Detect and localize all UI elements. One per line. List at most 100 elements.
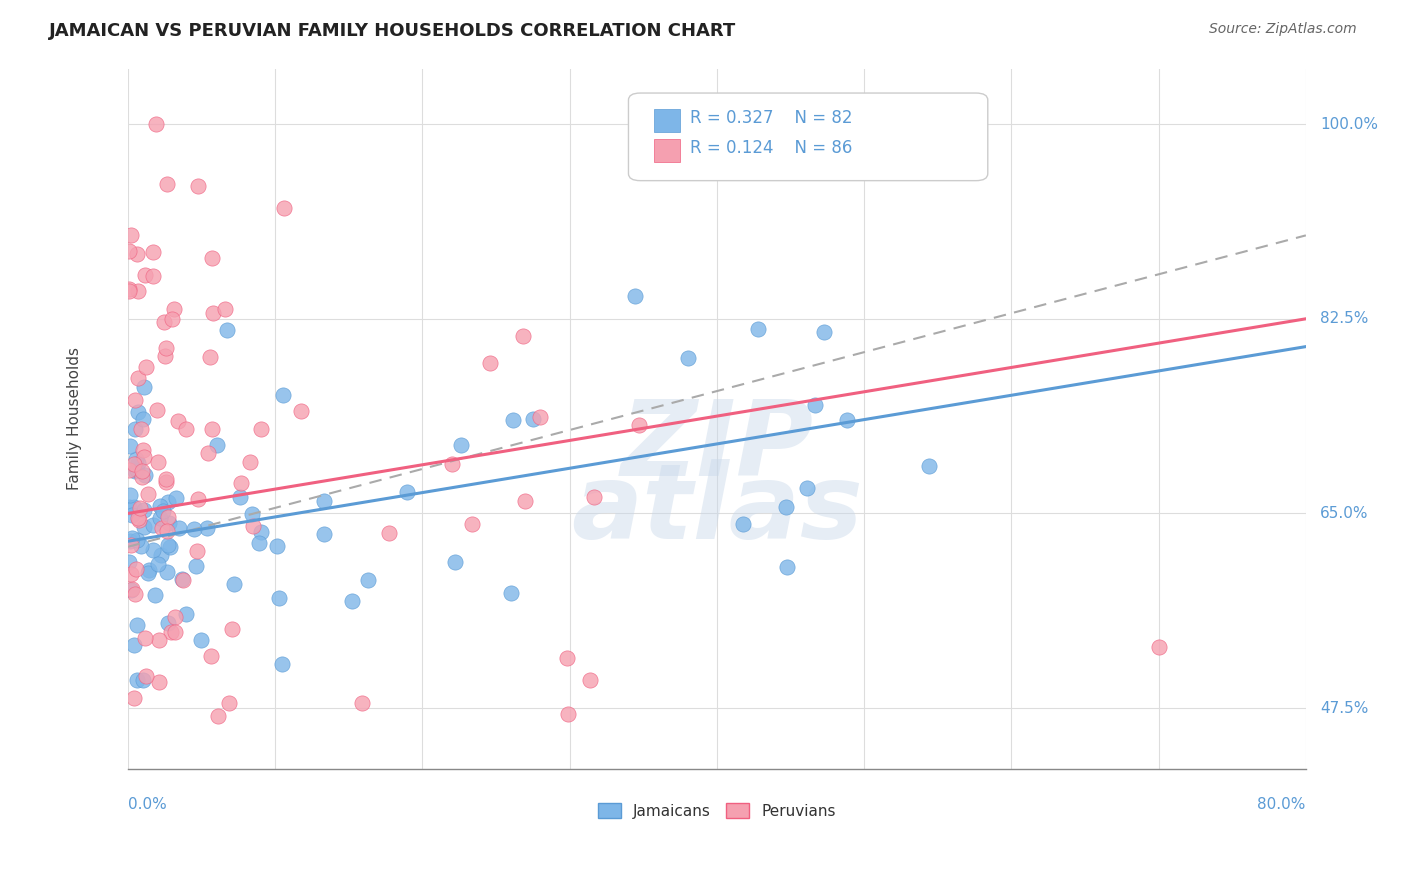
- Point: [271, 388, 294, 402]
- Point: [156, 510, 179, 524]
- Point: [676, 351, 699, 365]
- Point: [149, 510, 172, 524]
- Point: [128, 513, 150, 527]
- Point: [583, 491, 606, 505]
- Point: [132, 450, 155, 464]
- Point: [127, 246, 149, 260]
- Point: [146, 455, 169, 469]
- Point: [186, 543, 208, 558]
- Point: [195, 521, 218, 535]
- Point: [125, 463, 148, 477]
- Point: [479, 356, 502, 370]
- Point: [239, 455, 262, 469]
- Point: [122, 457, 145, 471]
- Point: [522, 412, 544, 426]
- Point: [623, 289, 645, 303]
- Point: [395, 485, 418, 500]
- Point: [450, 438, 472, 452]
- Point: [197, 445, 219, 459]
- Point: [129, 540, 152, 554]
- FancyBboxPatch shape: [654, 109, 681, 132]
- Point: [132, 673, 155, 688]
- Point: [579, 673, 602, 688]
- Point: [131, 464, 153, 478]
- Point: [132, 411, 155, 425]
- Point: [153, 315, 176, 329]
- Text: 100.0%: 100.0%: [1320, 117, 1378, 132]
- Point: [271, 657, 294, 672]
- Point: [118, 555, 141, 569]
- Point: [221, 622, 243, 636]
- Point: [138, 563, 160, 577]
- Point: [142, 543, 165, 558]
- Point: [184, 558, 207, 573]
- Point: [155, 472, 177, 486]
- Point: [165, 491, 187, 505]
- Point: [201, 422, 224, 436]
- Point: [150, 521, 173, 535]
- Point: [132, 520, 155, 534]
- Point: [796, 481, 818, 495]
- Point: [160, 624, 183, 639]
- Point: [132, 503, 155, 517]
- Point: [160, 312, 183, 326]
- Point: [134, 467, 156, 482]
- Point: [122, 638, 145, 652]
- Point: [156, 178, 179, 192]
- Point: [155, 475, 177, 489]
- Text: 0.0%: 0.0%: [128, 797, 166, 813]
- Point: [513, 494, 536, 508]
- Point: [134, 379, 156, 393]
- Point: [129, 501, 152, 516]
- Point: [200, 649, 222, 664]
- Point: [174, 607, 197, 621]
- Text: 47.5%: 47.5%: [1320, 700, 1368, 715]
- Point: [512, 329, 534, 343]
- Point: [124, 422, 146, 436]
- FancyBboxPatch shape: [628, 93, 988, 181]
- Point: [163, 625, 186, 640]
- Point: [207, 709, 229, 723]
- Point: [131, 470, 153, 484]
- Point: [149, 548, 172, 562]
- Point: [124, 393, 146, 408]
- Point: [183, 522, 205, 536]
- Point: [218, 696, 240, 710]
- Point: [628, 418, 651, 433]
- FancyBboxPatch shape: [654, 139, 681, 161]
- Point: [747, 322, 769, 336]
- Point: [156, 565, 179, 579]
- Point: [340, 594, 363, 608]
- Point: [352, 696, 374, 710]
- Point: [733, 516, 755, 531]
- Point: [501, 585, 523, 599]
- Text: R = 0.124    N = 86: R = 0.124 N = 86: [690, 139, 852, 157]
- Point: [118, 488, 141, 502]
- Point: [118, 284, 141, 298]
- Point: [440, 457, 463, 471]
- Text: R = 0.327    N = 82: R = 0.327 N = 82: [690, 110, 852, 128]
- Point: [120, 228, 142, 243]
- Point: [776, 559, 799, 574]
- Point: [125, 452, 148, 467]
- Text: JAMAICAN VS PERUVIAN FAMILY HOUSEHOLDS CORRELATION CHART: JAMAICAN VS PERUVIAN FAMILY HOUSEHOLDS C…: [49, 22, 737, 40]
- Point: [149, 499, 172, 513]
- Point: [120, 533, 142, 548]
- Point: [173, 573, 195, 587]
- Point: [557, 706, 579, 721]
- Point: [529, 410, 551, 425]
- Point: [121, 531, 143, 545]
- Point: [146, 558, 169, 572]
- Point: [240, 507, 263, 521]
- Text: Source: ZipAtlas.com: Source: ZipAtlas.com: [1209, 22, 1357, 37]
- Text: 65.0%: 65.0%: [1320, 506, 1368, 521]
- Point: [162, 302, 184, 317]
- Point: [134, 631, 156, 645]
- Point: [157, 616, 180, 631]
- Point: [120, 538, 142, 552]
- Point: [129, 422, 152, 436]
- Point: [157, 516, 180, 530]
- Point: [148, 632, 170, 647]
- Point: [314, 494, 336, 508]
- Point: [502, 413, 524, 427]
